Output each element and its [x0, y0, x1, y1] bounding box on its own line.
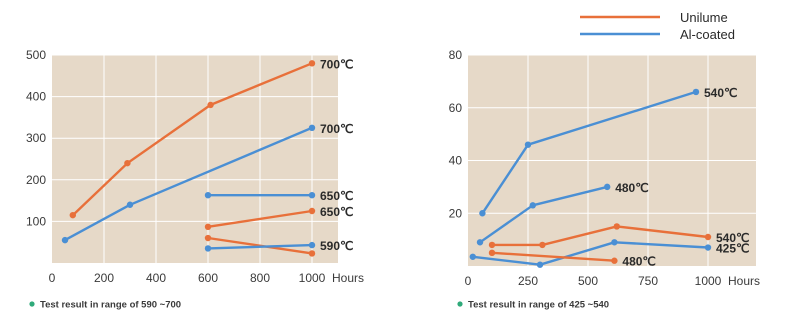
x-tick-label-2: 250: [518, 274, 538, 288]
data-point-1-3: [308, 207, 316, 215]
x-tick-label-1: 0: [49, 271, 56, 285]
footnote-bullet-2: [457, 301, 463, 307]
data-point-1-4: [308, 250, 316, 257]
data-point-1-0: [308, 60, 316, 67]
series-end-label-1-1: 700℃: [320, 122, 354, 136]
y-tick-label-2: 20: [449, 206, 463, 220]
series-line-1-3: [206, 209, 314, 229]
series-end-label-2-4: 480℃: [622, 255, 656, 269]
x-tick-label-1: 800: [250, 271, 270, 285]
x-tick-label-2: 750: [638, 274, 658, 288]
y-tick-label-2: 60: [449, 101, 463, 115]
x-tick-label-1: 400: [146, 271, 166, 285]
series-line-2-4: [490, 251, 616, 262]
y-tick-label-1: 100: [26, 214, 46, 228]
data-point-1-0: [207, 101, 214, 109]
data-point-2-3: [469, 253, 476, 260]
data-point-2-2: [539, 241, 546, 249]
data-point-2-2: [613, 223, 620, 230]
series-end-label-1-0: 700℃: [320, 57, 354, 71]
footnote-2: Test result in range of 425 ~540: [468, 300, 609, 311]
data-point-1-5: [308, 241, 316, 249]
data-point-2-2: [488, 241, 496, 249]
data-point-2-2: [704, 233, 712, 241]
x-tick-label-1: 600: [198, 271, 218, 285]
data-point-1-4: [204, 234, 212, 242]
y-tick-label-1: 300: [26, 131, 46, 145]
series-end-label-1-3: 650℃: [320, 205, 354, 219]
data-point-1-1: [308, 124, 316, 131]
series-end-label-2-2: 540℃: [716, 231, 750, 245]
x-axis-label-2: Hours: [728, 274, 760, 288]
y-tick-label-2: 80: [449, 48, 463, 62]
data-point-2-3: [704, 244, 712, 251]
data-point-2-1: [529, 202, 536, 209]
x-tick-label-2: 0: [465, 274, 472, 288]
data-point-1-5: [204, 245, 212, 252]
x-tick-label-2: 1000: [695, 274, 722, 288]
data-point-2-0: [692, 88, 700, 96]
series-line-1-0: [71, 62, 314, 217]
data-point-1-0: [69, 211, 77, 219]
series-end-label-1-2: 650℃: [320, 189, 354, 203]
series-end-label-2-3: 425℃: [716, 242, 750, 256]
series-end-label-1-5: 590℃: [320, 239, 354, 253]
footnote-1: Test result in range of 590 ~700: [40, 300, 181, 311]
data-point-1-3: [204, 223, 212, 231]
x-tick-label-1: 200: [94, 271, 114, 285]
data-point-2-4: [611, 257, 618, 264]
x-axis-label-1: Hours: [332, 271, 364, 285]
data-point-1-2: [204, 191, 212, 199]
data-point-1-1: [61, 236, 69, 244]
series-end-label-2-0: 540℃: [704, 86, 738, 100]
data-point-1-2: [308, 191, 316, 199]
data-point-2-1: [476, 239, 484, 246]
data-point-2-1: [604, 183, 611, 191]
y-tick-label-2: 40: [449, 154, 463, 168]
y-tick-label-1: 400: [26, 90, 46, 104]
legend-label-2: Al-coated: [680, 27, 735, 42]
data-point-1-1: [126, 201, 134, 208]
plot-area-1: [52, 55, 338, 263]
y-tick-label-1: 200: [26, 173, 46, 187]
series-line-2-3: [471, 241, 710, 266]
data-point-2-0: [524, 141, 532, 148]
x-tick-label-2: 500: [578, 274, 598, 288]
data-point-2-4: [488, 249, 496, 257]
data-point-2-3: [611, 239, 618, 246]
legend-label-1: Unilume: [680, 10, 728, 25]
data-point-2-0: [479, 210, 486, 217]
x-tick-label-1: 1000: [299, 271, 326, 285]
footnote-bullet-1: [29, 301, 35, 307]
data-point-1-0: [124, 159, 131, 167]
data-point-2-3: [536, 261, 544, 268]
y-tick-label-1: 500: [26, 48, 46, 62]
series-line-2-2: [490, 225, 710, 247]
series-end-label-2-1: 480℃: [615, 181, 649, 195]
series-line-1-5: [206, 243, 314, 250]
